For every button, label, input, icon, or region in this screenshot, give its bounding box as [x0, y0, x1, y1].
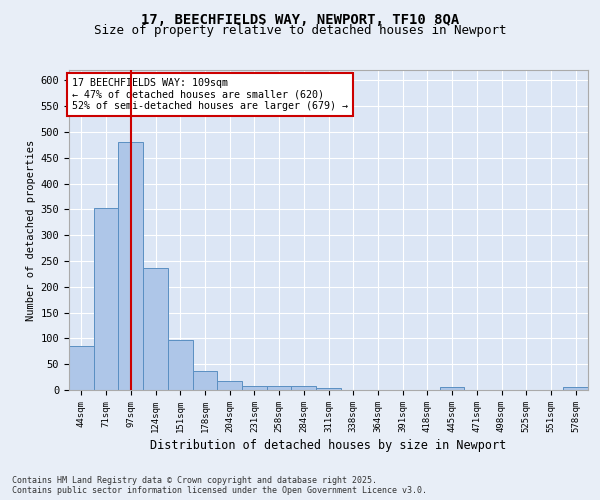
- X-axis label: Distribution of detached houses by size in Newport: Distribution of detached houses by size …: [151, 439, 506, 452]
- Text: 17, BEECHFIELDS WAY, NEWPORT, TF10 8QA: 17, BEECHFIELDS WAY, NEWPORT, TF10 8QA: [141, 12, 459, 26]
- Bar: [217, 381, 242, 390]
- Bar: [143, 268, 168, 390]
- Text: Contains HM Land Registry data © Crown copyright and database right 2025.
Contai: Contains HM Land Registry data © Crown c…: [12, 476, 427, 495]
- Text: Size of property relative to detached houses in Newport: Size of property relative to detached ho…: [94, 24, 506, 37]
- Bar: [267, 386, 292, 390]
- Bar: [316, 388, 341, 390]
- Bar: [94, 208, 118, 390]
- Bar: [242, 386, 267, 390]
- Bar: [193, 371, 217, 390]
- Bar: [168, 340, 193, 390]
- Y-axis label: Number of detached properties: Number of detached properties: [26, 140, 37, 320]
- Text: 17 BEECHFIELDS WAY: 109sqm
← 47% of detached houses are smaller (620)
52% of sem: 17 BEECHFIELDS WAY: 109sqm ← 47% of deta…: [71, 78, 347, 111]
- Bar: [292, 386, 316, 390]
- Bar: [118, 142, 143, 390]
- Bar: [563, 388, 588, 390]
- Bar: [440, 388, 464, 390]
- Bar: [69, 346, 94, 390]
